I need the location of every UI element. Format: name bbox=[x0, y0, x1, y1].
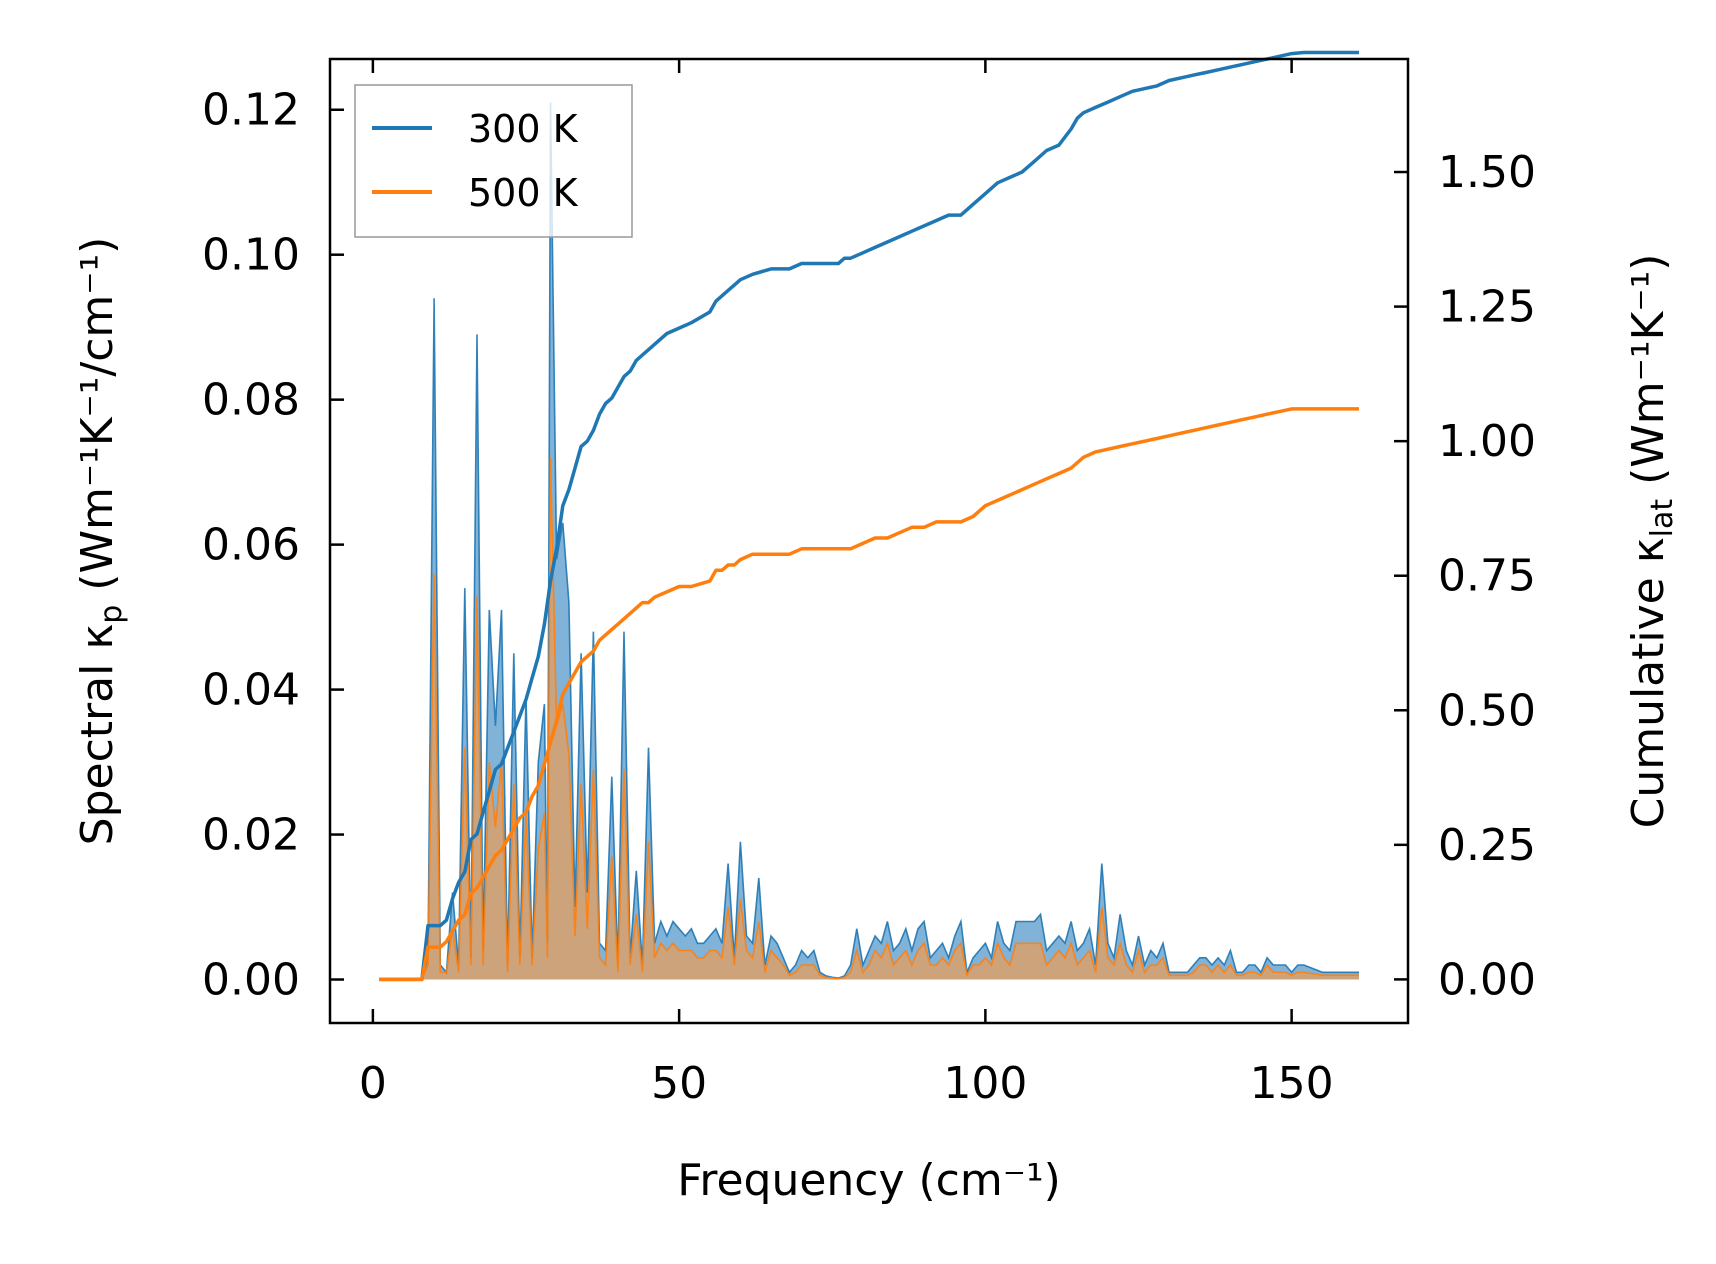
right-y-axis-label-main: Cumulative κ bbox=[1623, 537, 1674, 828]
right-y-axis-label-rest: (Wm⁻¹K⁻¹) bbox=[1623, 254, 1674, 499]
right-y-axis-label-sub: lat bbox=[1645, 499, 1680, 538]
spectral-fill-500k bbox=[379, 457, 1359, 980]
x-axis-label: Frequency (cm⁻¹) bbox=[677, 1155, 1061, 1206]
spectral-line-300k bbox=[379, 102, 1359, 981]
plot-frame bbox=[328, 57, 1410, 1025]
left-y-axis-label-main: Spectral κ bbox=[72, 624, 123, 846]
left-y-tick-label: 0.00 bbox=[202, 955, 300, 1006]
left-y-tick-label: 0.02 bbox=[202, 810, 300, 861]
legend-label-500k: 500 K bbox=[468, 171, 579, 215]
right-y-tick-label: 1.50 bbox=[1438, 147, 1536, 198]
left-y-tick-label: 0.08 bbox=[202, 375, 300, 426]
left-y-axis-label-rest: (Wm⁻¹K⁻¹/cm⁻¹) bbox=[72, 237, 123, 605]
series-lines bbox=[379, 50, 1359, 982]
cumulative-line-500k bbox=[379, 407, 1359, 982]
right-y-axis-label: Cumulative κlat (Wm⁻¹K⁻¹) bbox=[1623, 254, 1680, 829]
x-tick-label: 150 bbox=[1250, 1058, 1334, 1109]
right-y-tick-label: 1.00 bbox=[1438, 416, 1536, 467]
right-y-tick-label: 0.75 bbox=[1438, 551, 1536, 602]
legend-box bbox=[354, 84, 633, 238]
left-y-tick-label: 0.12 bbox=[202, 85, 300, 136]
spectral-line-500k bbox=[379, 457, 1359, 981]
x-tick-label: 100 bbox=[943, 1058, 1027, 1109]
left-y-axis-label: Spectral κp (Wm⁻¹K⁻¹/cm⁻¹) bbox=[72, 237, 129, 846]
right-y-tick-label: 1.25 bbox=[1438, 282, 1536, 333]
left-y-tick-label: 0.06 bbox=[202, 520, 300, 571]
left-y-tick-label: 0.04 bbox=[202, 665, 300, 716]
right-y-tick-label: 0.50 bbox=[1438, 685, 1536, 736]
spectral-fill-areas bbox=[379, 102, 1359, 981]
right-y-tick-label: 0.00 bbox=[1438, 954, 1536, 1005]
cumulative-line-300k bbox=[379, 50, 1359, 982]
right-y-tick-label: 0.25 bbox=[1438, 820, 1536, 871]
legend: 300 K 500 K bbox=[354, 84, 633, 238]
left-y-axis-label-sub: p bbox=[94, 605, 129, 624]
left-y-tick-label: 0.10 bbox=[202, 230, 300, 281]
x-tick-label: 50 bbox=[651, 1058, 707, 1109]
axis-ticks: 0 50 100 150 0.00 0.02 0.04 0.06 0.08 0.10 0.12 0.0… bbox=[202, 59, 1536, 1109]
x-tick-label: 0 bbox=[359, 1058, 387, 1109]
legend-label-300k: 300 K bbox=[468, 107, 579, 151]
spectral-fill-300k bbox=[379, 102, 1359, 980]
